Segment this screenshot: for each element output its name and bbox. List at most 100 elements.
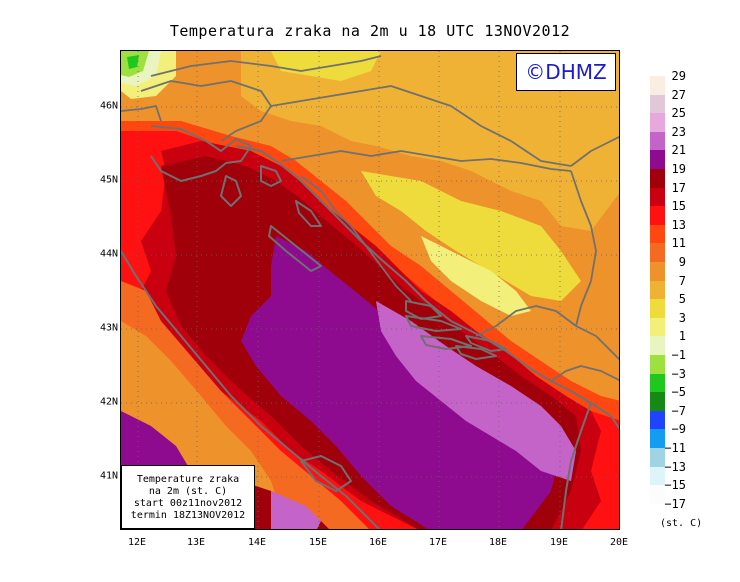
legend-label: −9 bbox=[671, 422, 686, 437]
lat-tick: 46N bbox=[99, 100, 118, 112]
legend-swatch bbox=[650, 150, 665, 170]
temp-zone-5 bbox=[361, 171, 581, 301]
slovenia-border bbox=[140, 80, 272, 142]
montenegro-albania bbox=[550, 365, 619, 382]
legend-swatch bbox=[650, 355, 665, 375]
croatian-coast bbox=[235, 145, 619, 430]
legend-swatch bbox=[650, 187, 665, 207]
legend-label: −5 bbox=[671, 385, 686, 400]
info-line-4: termin 18Z13NOV2012 bbox=[130, 510, 246, 521]
legend-label: −11 bbox=[664, 441, 686, 455]
legend-label: 23 bbox=[671, 124, 686, 139]
montenegro-serbia bbox=[575, 325, 619, 361]
croatia-hungary bbox=[270, 85, 572, 167]
legend-swatch bbox=[650, 448, 665, 468]
albania-coast bbox=[560, 402, 592, 529]
lon-tick: 12E bbox=[127, 537, 147, 548]
island-dugi-otok bbox=[268, 225, 322, 272]
gargano bbox=[300, 455, 352, 492]
map-title: Temperatura zraka na 2m u 18 UTC 13NOV20… bbox=[169, 22, 571, 40]
legend-label: 13 bbox=[671, 217, 686, 232]
legend-label: 25 bbox=[671, 106, 686, 121]
serbia-east bbox=[570, 135, 619, 167]
lat-tick: 45N bbox=[99, 174, 118, 186]
peljesac bbox=[465, 335, 507, 352]
legend-swatch bbox=[650, 94, 665, 114]
legend-label: 5 bbox=[678, 292, 686, 307]
legend-swatch bbox=[650, 224, 665, 244]
istria-coast bbox=[150, 125, 252, 182]
lat-tick: 44N bbox=[99, 248, 118, 260]
legend-swatch bbox=[650, 392, 665, 412]
lon-tick: 19E bbox=[549, 537, 569, 548]
info-box: Temperature zraka na 2m (st. C) start 00… bbox=[121, 465, 255, 529]
lon-tick: 13E bbox=[186, 537, 206, 548]
lat-tick: 41N bbox=[99, 470, 118, 482]
legend-unit: (st. C) bbox=[660, 518, 703, 529]
legend-label: 21 bbox=[671, 143, 686, 158]
legend-label: −13 bbox=[664, 459, 686, 474]
legend-label: −17 bbox=[664, 496, 686, 511]
info-line-3: start 00z11nov2012 bbox=[133, 498, 243, 509]
legend-label: −7 bbox=[671, 403, 686, 418]
temp-zone-23 bbox=[271, 491, 321, 529]
legend-label: −15 bbox=[664, 478, 686, 493]
legend-label: 9 bbox=[678, 255, 686, 269]
legend-label: −3 bbox=[671, 366, 686, 381]
legend-swatch bbox=[650, 243, 665, 263]
lat-tick: 42N bbox=[99, 396, 118, 408]
legend-label: 19 bbox=[671, 162, 686, 176]
lat-tick: 43N bbox=[99, 322, 118, 334]
italian-coast bbox=[121, 250, 381, 529]
lon-tick: 15E bbox=[308, 537, 328, 548]
legend-swatch bbox=[650, 466, 665, 486]
legend-swatch bbox=[650, 299, 665, 319]
legend-swatch bbox=[650, 262, 665, 282]
bosnia-serbia bbox=[570, 170, 597, 327]
temperature-map[interactable] bbox=[120, 50, 620, 530]
legend-swatch bbox=[650, 169, 665, 189]
lon-tick: 20E bbox=[609, 537, 629, 548]
lon-tick: 14E bbox=[247, 537, 267, 548]
island-pag bbox=[295, 200, 322, 227]
legend-swatch bbox=[650, 206, 665, 226]
island-mljet bbox=[455, 345, 497, 360]
info-line-2: na 2m (st. C) bbox=[148, 486, 228, 497]
legend-swatch bbox=[650, 410, 665, 430]
island-hvar bbox=[405, 315, 462, 332]
legend-swatch bbox=[650, 317, 665, 337]
island-brac bbox=[405, 300, 442, 320]
legend-label: 27 bbox=[671, 87, 686, 102]
croatia-bosnia-north bbox=[280, 150, 572, 172]
legend-label: 11 bbox=[671, 236, 686, 251]
legend-label: 15 bbox=[671, 199, 686, 214]
legend-label: 7 bbox=[678, 273, 686, 288]
legend-swatch bbox=[650, 280, 665, 300]
lon-tick: 18E bbox=[488, 537, 508, 548]
lon-tick: 17E bbox=[428, 537, 448, 548]
temp-zone-minus-3 bbox=[127, 55, 139, 69]
legend-swatch bbox=[650, 485, 665, 505]
legend-label: 3 bbox=[678, 310, 686, 325]
grid bbox=[121, 51, 619, 529]
legend-swatch bbox=[650, 429, 665, 449]
island-krk bbox=[260, 165, 282, 187]
croatia-bosnia-west bbox=[300, 175, 412, 302]
bosnia-montenegro bbox=[475, 305, 577, 337]
lon-tick: 16E bbox=[368, 537, 388, 548]
legend-swatch bbox=[650, 131, 665, 151]
temp-zone-21 bbox=[241, 236, 561, 529]
coastline bbox=[121, 125, 619, 529]
temp-zone-3 bbox=[421, 236, 531, 316]
island-cres bbox=[220, 175, 242, 207]
austria-slovenia bbox=[150, 55, 382, 77]
borders bbox=[121, 55, 619, 382]
legend-label: 17 bbox=[671, 180, 686, 195]
legend-swatch bbox=[650, 113, 665, 133]
italy-slovenia bbox=[121, 105, 162, 122]
legend-swatch bbox=[650, 336, 665, 356]
copyright-label: ©DHMZ bbox=[516, 53, 616, 91]
island-korcula bbox=[420, 335, 472, 350]
legend-label: 1 bbox=[678, 329, 686, 344]
legend-label: −1 bbox=[671, 348, 686, 362]
